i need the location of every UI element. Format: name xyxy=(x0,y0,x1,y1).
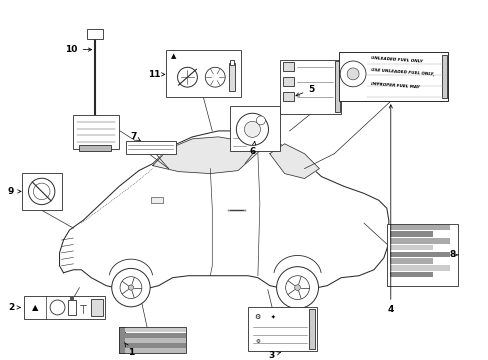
Text: 7: 7 xyxy=(130,132,140,141)
Bar xyxy=(389,265,449,271)
Bar xyxy=(91,298,103,316)
Bar xyxy=(389,225,449,230)
Polygon shape xyxy=(60,131,388,289)
Text: UNLEADED FUEL ONLY: UNLEADED FUEL ONLY xyxy=(370,56,422,63)
Circle shape xyxy=(120,277,142,298)
Text: ⚙: ⚙ xyxy=(254,314,261,320)
Text: 8: 8 xyxy=(448,251,457,260)
Bar xyxy=(70,296,74,300)
Bar xyxy=(279,59,341,114)
Bar xyxy=(442,55,447,98)
Bar xyxy=(150,197,163,203)
Circle shape xyxy=(205,67,224,87)
Circle shape xyxy=(276,267,318,309)
Text: 10: 10 xyxy=(65,45,91,54)
Circle shape xyxy=(294,285,300,291)
Bar xyxy=(165,50,241,97)
Bar xyxy=(79,145,111,151)
Polygon shape xyxy=(152,137,259,174)
Circle shape xyxy=(256,116,265,125)
Circle shape xyxy=(177,67,197,87)
Bar xyxy=(247,307,317,351)
Bar xyxy=(73,115,119,149)
Circle shape xyxy=(128,285,133,290)
Bar xyxy=(339,51,447,101)
Text: ▲: ▲ xyxy=(170,54,176,59)
Bar xyxy=(389,258,432,264)
Circle shape xyxy=(33,183,50,200)
Circle shape xyxy=(285,276,309,300)
Bar xyxy=(125,333,186,338)
Text: ✦: ✦ xyxy=(270,315,275,320)
Text: 6: 6 xyxy=(249,141,256,156)
Circle shape xyxy=(340,61,365,87)
Text: 11: 11 xyxy=(148,70,164,79)
Bar xyxy=(22,172,61,210)
Circle shape xyxy=(236,113,268,145)
Circle shape xyxy=(50,300,65,315)
Bar xyxy=(389,272,432,277)
Bar xyxy=(230,59,234,66)
Text: ▲: ▲ xyxy=(31,303,38,312)
Text: 1: 1 xyxy=(124,342,134,357)
Circle shape xyxy=(28,178,55,204)
Bar xyxy=(389,245,432,250)
Text: ⚙: ⚙ xyxy=(255,339,260,344)
Circle shape xyxy=(244,121,260,138)
Bar xyxy=(24,296,105,319)
Bar xyxy=(87,29,103,39)
Bar xyxy=(230,106,279,151)
Text: 2: 2 xyxy=(8,303,20,312)
Bar xyxy=(389,252,449,257)
Circle shape xyxy=(112,269,150,307)
Bar xyxy=(282,77,293,86)
Bar xyxy=(335,62,340,112)
Bar xyxy=(125,343,186,348)
Bar xyxy=(389,238,449,244)
Bar xyxy=(309,310,315,349)
Bar xyxy=(282,63,293,71)
Bar xyxy=(68,300,76,315)
Text: 5: 5 xyxy=(295,85,314,96)
Text: USE UNLEADED FUEL ONLY,: USE UNLEADED FUEL ONLY, xyxy=(370,68,433,77)
Text: 3: 3 xyxy=(268,351,280,360)
Bar xyxy=(389,231,432,237)
Bar xyxy=(119,327,125,353)
Circle shape xyxy=(346,68,358,80)
Text: 9: 9 xyxy=(8,187,21,196)
Bar xyxy=(386,224,457,285)
Text: 4: 4 xyxy=(387,105,393,314)
Polygon shape xyxy=(269,144,319,179)
Bar xyxy=(282,92,293,101)
Bar xyxy=(119,327,186,353)
Bar xyxy=(125,338,186,343)
Bar xyxy=(126,141,175,154)
Bar xyxy=(229,63,235,91)
Bar xyxy=(125,348,186,353)
Bar xyxy=(125,328,186,332)
Text: IMPROPER FUEL MAY: IMPROPER FUEL MAY xyxy=(370,82,419,89)
